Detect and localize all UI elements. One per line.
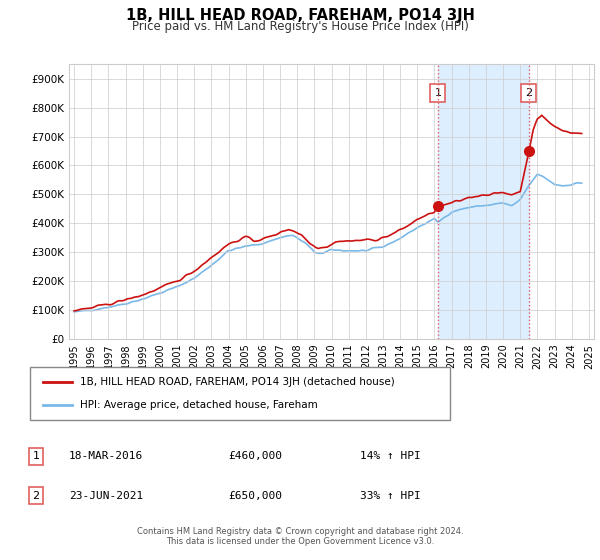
Text: £460,000: £460,000 [228, 451, 282, 461]
FancyBboxPatch shape [30, 367, 450, 420]
Text: 1B, HILL HEAD ROAD, FAREHAM, PO14 3JH: 1B, HILL HEAD ROAD, FAREHAM, PO14 3JH [125, 8, 475, 24]
Text: Contains HM Land Registry data © Crown copyright and database right 2024.
This d: Contains HM Land Registry data © Crown c… [137, 526, 463, 546]
Text: 1B, HILL HEAD ROAD, FAREHAM, PO14 3JH (detached house): 1B, HILL HEAD ROAD, FAREHAM, PO14 3JH (d… [80, 377, 395, 387]
Text: 2: 2 [525, 88, 532, 99]
Text: £650,000: £650,000 [228, 491, 282, 501]
Text: 1: 1 [434, 88, 442, 99]
Bar [438, 64, 529, 339]
Text: 14% ↑ HPI: 14% ↑ HPI [360, 451, 421, 461]
Text: 23-JUN-2021: 23-JUN-2021 [69, 491, 143, 501]
Text: 33% ↑ HPI: 33% ↑ HPI [360, 491, 421, 501]
Text: HPI: Average price, detached house, Fareham: HPI: Average price, detached house, Fare… [80, 400, 318, 410]
Text: 2: 2 [32, 491, 40, 501]
Text: 18-MAR-2016: 18-MAR-2016 [69, 451, 143, 461]
Text: 1: 1 [32, 451, 40, 461]
Text: Price paid vs. HM Land Registry's House Price Index (HPI): Price paid vs. HM Land Registry's House … [131, 20, 469, 32]
